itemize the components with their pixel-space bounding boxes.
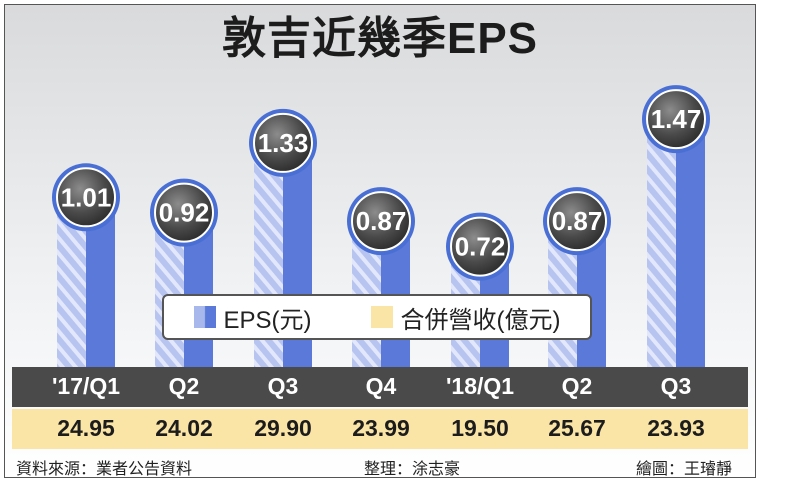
category-tick-label: Q2: [561, 373, 593, 399]
eps-value-label: 0.87: [552, 206, 603, 236]
eps-value-bubble: 0.87: [543, 187, 611, 256]
eps-value-label: 0.72: [455, 232, 506, 262]
eps-value-bubble: 1.01: [52, 163, 120, 232]
eps-value-label: 0.92: [159, 198, 210, 228]
revenue-value-label: 29.90: [254, 415, 312, 441]
category-tick-label: Q3: [267, 373, 299, 399]
eps-value-bubble: 1.33: [249, 108, 317, 177]
legend-swatch-eps: [193, 306, 216, 328]
category-tick-label: Q3: [660, 373, 692, 399]
category-tick-label: '18/Q1: [445, 373, 515, 399]
eps-value-bubble: 0.87: [347, 187, 415, 256]
revenue-value-label: 23.93: [647, 415, 705, 441]
eps-value-bubble: 1.47: [642, 85, 710, 154]
footer-source: 資料來源：業者公告資料: [16, 461, 193, 478]
revenue-band: [12, 409, 748, 449]
category-tick-label: '17/Q1: [51, 373, 121, 399]
chart-title: 敦吉近幾季EPS: [221, 14, 539, 63]
revenue-value-label: 25.67: [548, 415, 606, 441]
revenue-value-label: 24.02: [155, 415, 213, 441]
eps-value-label: 1.47: [651, 104, 702, 134]
category-tick-label: Q4: [365, 373, 397, 399]
eps-bar: [647, 117, 705, 367]
legend-item-eps: EPS(元): [193, 300, 312, 335]
legend: EPS(元) 合併營收(億元): [162, 294, 592, 340]
eps-value-label: 1.33: [258, 128, 309, 158]
eps-value-bubble: 0.72: [446, 212, 514, 281]
eps-value-bubble: 0.92: [150, 178, 218, 247]
footer-illustrator: 繪圖：王璿靜: [636, 461, 733, 478]
revenue-value-label: 24.95: [57, 415, 115, 441]
legend-label-revenue: 合併營收(億元): [400, 306, 561, 334]
eps-value-label: 1.01: [61, 182, 112, 212]
category-tick-label: Q2: [168, 373, 200, 399]
legend-label-eps: EPS(元): [223, 306, 312, 334]
category-band: [12, 367, 748, 407]
legend-item-revenue: 合併營收(億元): [370, 300, 561, 335]
revenue-value-label: 23.99: [352, 415, 410, 441]
revenue-value-label: 19.50: [451, 415, 509, 441]
footer-editor: 整理：涂志豪: [364, 461, 461, 478]
legend-swatch-revenue: [370, 306, 393, 328]
eps-value-label: 0.87: [356, 206, 407, 236]
